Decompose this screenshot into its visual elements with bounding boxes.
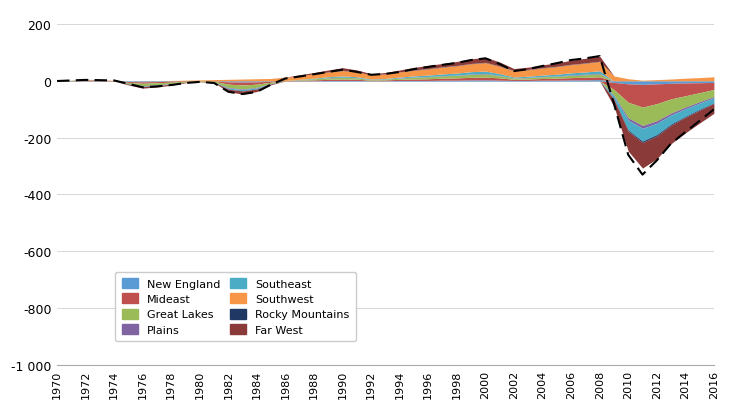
Legend: New England, Mideast, Great Lakes, Plains, Southeast, Southwest, Rocky Mountains: New England, Mideast, Great Lakes, Plain… xyxy=(115,272,356,342)
